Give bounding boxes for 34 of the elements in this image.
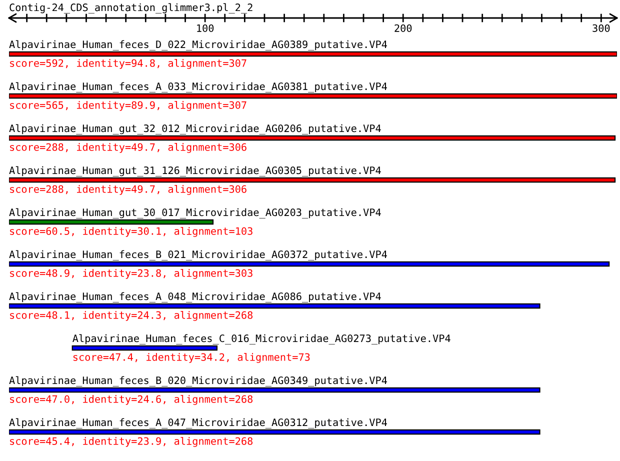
bar <box>9 93 617 99</box>
data-label: score=48.9, identity=23.8, alignment=303 <box>10 269 252 279</box>
y-tick-label: Alpavirinae_Human_gut_32_012_Microviridae_AG0206_putative.VP4 <box>9 124 381 134</box>
bar <box>9 429 540 435</box>
data-label: score=47.0, identity=24.6, alignment=268 <box>10 395 253 405</box>
data-label: score=48.1, identity=24.3, alignment=268 <box>10 311 253 321</box>
data-label: score=592, identity=94.8, alignment=307 <box>10 59 246 69</box>
bar <box>9 177 616 183</box>
y-tick-label: Alpavirinae_Human_feces_A_033_Microviridae_AG0381_putative.VP4 <box>9 82 387 92</box>
bar <box>9 387 540 393</box>
y-tick-label: Alpavirinae_Human_feces_B_021_Microviridae_AG0372_putative.VP4 <box>9 250 387 260</box>
y-tick-label: Alpavirinae_Human_feces_D_022_Microviridae_AG0389_putative.VP4 <box>9 40 387 50</box>
bar <box>9 135 616 141</box>
x-tick-label: 300 <box>592 24 610 32</box>
chart-title: Contig-24_CDS_annotation_glimmer3.pl_2_2 <box>10 3 252 14</box>
x-tick-label: 100 <box>197 24 214 32</box>
data-label: score=47.4, identity=34.2, alignment=73 <box>73 353 310 363</box>
data-label: score=45.4, identity=23.9, alignment=268 <box>10 437 253 447</box>
y-tick-label: Alpavirinae_Human_feces_A_047_Microviridae_AG0312_putative.VP4 <box>9 418 387 428</box>
y-tick-label: Alpavirinae_Human_feces_C_016_Microviridae_AG0273_putative.VP4 <box>72 334 450 344</box>
y-tick-label: Alpavirinae_Human_gut_30_017_Microviridae_AG0203_putative.VP4 <box>9 208 381 218</box>
data-label: score=565, identity=89.9, alignment=307 <box>10 101 246 111</box>
data-label: score=60.5, identity=30.1, alignment=103 <box>10 227 252 237</box>
data-label: score=288, identity=49.7, alignment=306 <box>10 185 246 195</box>
bar <box>9 51 617 57</box>
data-label: score=288, identity=49.7, alignment=306 <box>10 143 246 153</box>
bar <box>9 303 540 309</box>
x-tick-label: 200 <box>394 24 412 32</box>
bar <box>9 261 610 267</box>
y-tick-label: Alpavirinae_Human_gut_31_126_Microviridae_AG0305_putative.VP4 <box>9 166 381 176</box>
bar <box>72 345 218 351</box>
y-tick-label: Alpavirinae_Human_feces_A_048_Microviridae_AG086_putative.VP4 <box>9 292 381 302</box>
bar <box>9 219 214 225</box>
y-tick-label: Alpavirinae_Human_feces_B_020_Microviridae_AG0349_putative.VP4 <box>9 376 387 386</box>
